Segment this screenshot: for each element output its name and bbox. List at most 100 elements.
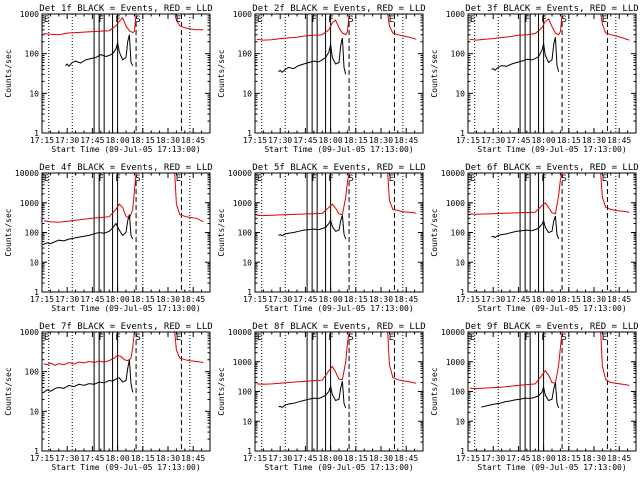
y-tick-label: 10000 (228, 328, 252, 337)
chart-title: Det 3f BLACK = Events, RED = LLD (465, 4, 638, 14)
chart-title: Det 7f BLACK = Events, RED = LLD (39, 322, 212, 332)
chart-title: Det 1f BLACK = Events, RED = LLD (39, 4, 212, 14)
y-axis-label: Counts/sec (217, 208, 226, 256)
x-tick-label: 18:30 (582, 295, 606, 304)
x-tick-label: 18:30 (369, 295, 393, 304)
events-series-line (481, 382, 560, 409)
y-tick-label: 1 (247, 447, 252, 456)
chart-title: Det 2f BLACK = Events, RED = LLD (252, 4, 425, 14)
x-tick-label: 18:30 (582, 454, 606, 463)
interval-marker: F (115, 15, 120, 25)
y-tick-label: 100 (25, 229, 40, 238)
lld-series-line (469, 332, 630, 390)
interval-marker: E (176, 174, 181, 184)
x-tick-label: 18:00 (106, 295, 130, 304)
y-axis-label: Counts/sec (4, 208, 13, 256)
y-tick-label: 100 (238, 388, 253, 397)
x-axis-label: Start Time (09-Jul-05 17:13:00) (477, 304, 626, 313)
lld-series-line (256, 14, 417, 41)
y-tick-label: 100 (238, 50, 253, 59)
interval-marker: E (470, 333, 475, 343)
interval-marker: E (470, 15, 475, 25)
interval-marker: E (44, 15, 49, 25)
x-tick-label: 17:30 (55, 136, 79, 145)
x-tick-label: 17:15 (30, 136, 54, 145)
y-tick-label: 1 (34, 447, 39, 456)
x-tick-label: 18:15 (557, 295, 581, 304)
interval-marker: S (561, 15, 566, 25)
x-tick-label: 18:00 (532, 136, 556, 145)
interval-marker: F (524, 333, 529, 343)
interval-marker: E (389, 174, 394, 184)
x-tick-label: 17:45 (80, 295, 104, 304)
x-axis-label: Start Time (09-Jul-05 17:13:00) (51, 145, 200, 154)
y-tick-label: 1000 (20, 328, 39, 337)
x-tick-label: 18:45 (394, 295, 418, 304)
x-tick-label: 17:30 (55, 454, 79, 463)
interval-marker: S (561, 333, 566, 343)
plot-frame (467, 331, 637, 452)
interval-marker: F (98, 333, 103, 343)
x-tick-label: 18:15 (557, 136, 581, 145)
x-tick-label: 17:15 (243, 454, 267, 463)
events-series-line (491, 215, 560, 240)
y-tick-label: 10 (455, 89, 465, 98)
lld-series-line (256, 332, 417, 385)
y-tick-label: 1000 (233, 10, 252, 19)
y-axis-label: Counts/sec (430, 208, 439, 256)
y-tick-label: 1 (460, 447, 465, 456)
lld-series-line (43, 173, 204, 223)
x-tick-label: 17:30 (268, 136, 292, 145)
y-tick-label: 10000 (441, 169, 465, 178)
lld-series-line (469, 14, 630, 41)
interval-marker: F (98, 174, 103, 184)
y-tick-label: 100 (25, 50, 40, 59)
interval-marker: E (176, 15, 181, 25)
y-tick-label: 10 (29, 407, 39, 416)
interval-marker: F (328, 15, 333, 25)
y-tick-label: 10 (455, 417, 465, 426)
y-tick-label: 100 (238, 229, 253, 238)
y-tick-label: 1000 (233, 358, 252, 367)
x-tick-label: 17:15 (456, 136, 480, 145)
events-series-line (43, 359, 134, 393)
x-tick-label: 17:45 (80, 454, 104, 463)
events-series-line (491, 37, 560, 72)
x-tick-label: 18:00 (319, 295, 343, 304)
interval-marker: E (257, 15, 262, 25)
y-tick-label: 10 (455, 258, 465, 267)
chart-title: Det 4f BLACK = Events, RED = LLD (39, 163, 212, 173)
x-tick-label: 17:45 (293, 295, 317, 304)
interval-marker: F (524, 15, 529, 25)
x-tick-label: 18:45 (394, 136, 418, 145)
x-tick-label: 17:30 (481, 454, 505, 463)
plot-frame (467, 13, 637, 134)
x-tick-label: 18:30 (369, 454, 393, 463)
lld-series-line (43, 332, 204, 366)
plot-frame (467, 172, 637, 293)
x-tick-label: 18:15 (344, 454, 368, 463)
y-axis-label: Counts/sec (430, 49, 439, 97)
x-tick-label: 17:45 (293, 136, 317, 145)
y-tick-label: 1000 (446, 358, 465, 367)
interval-marker: E (602, 333, 607, 343)
x-tick-label: 17:30 (268, 295, 292, 304)
y-tick-label: 100 (451, 229, 466, 238)
interval-marker: F (328, 333, 333, 343)
interval-marker: S (135, 174, 140, 184)
interval-marker: E (389, 333, 394, 343)
x-tick-label: 18:45 (181, 295, 205, 304)
x-tick-label: 17:15 (30, 454, 54, 463)
y-axis-label: Counts/sec (4, 49, 13, 97)
y-tick-label: 1 (460, 129, 465, 138)
interval-marker: S (348, 174, 353, 184)
interval-marker: S (561, 174, 566, 184)
chart-title: Det 9f BLACK = Events, RED = LLD (465, 322, 638, 332)
x-tick-label: 17:45 (293, 454, 317, 463)
interval-marker: E (44, 174, 49, 184)
